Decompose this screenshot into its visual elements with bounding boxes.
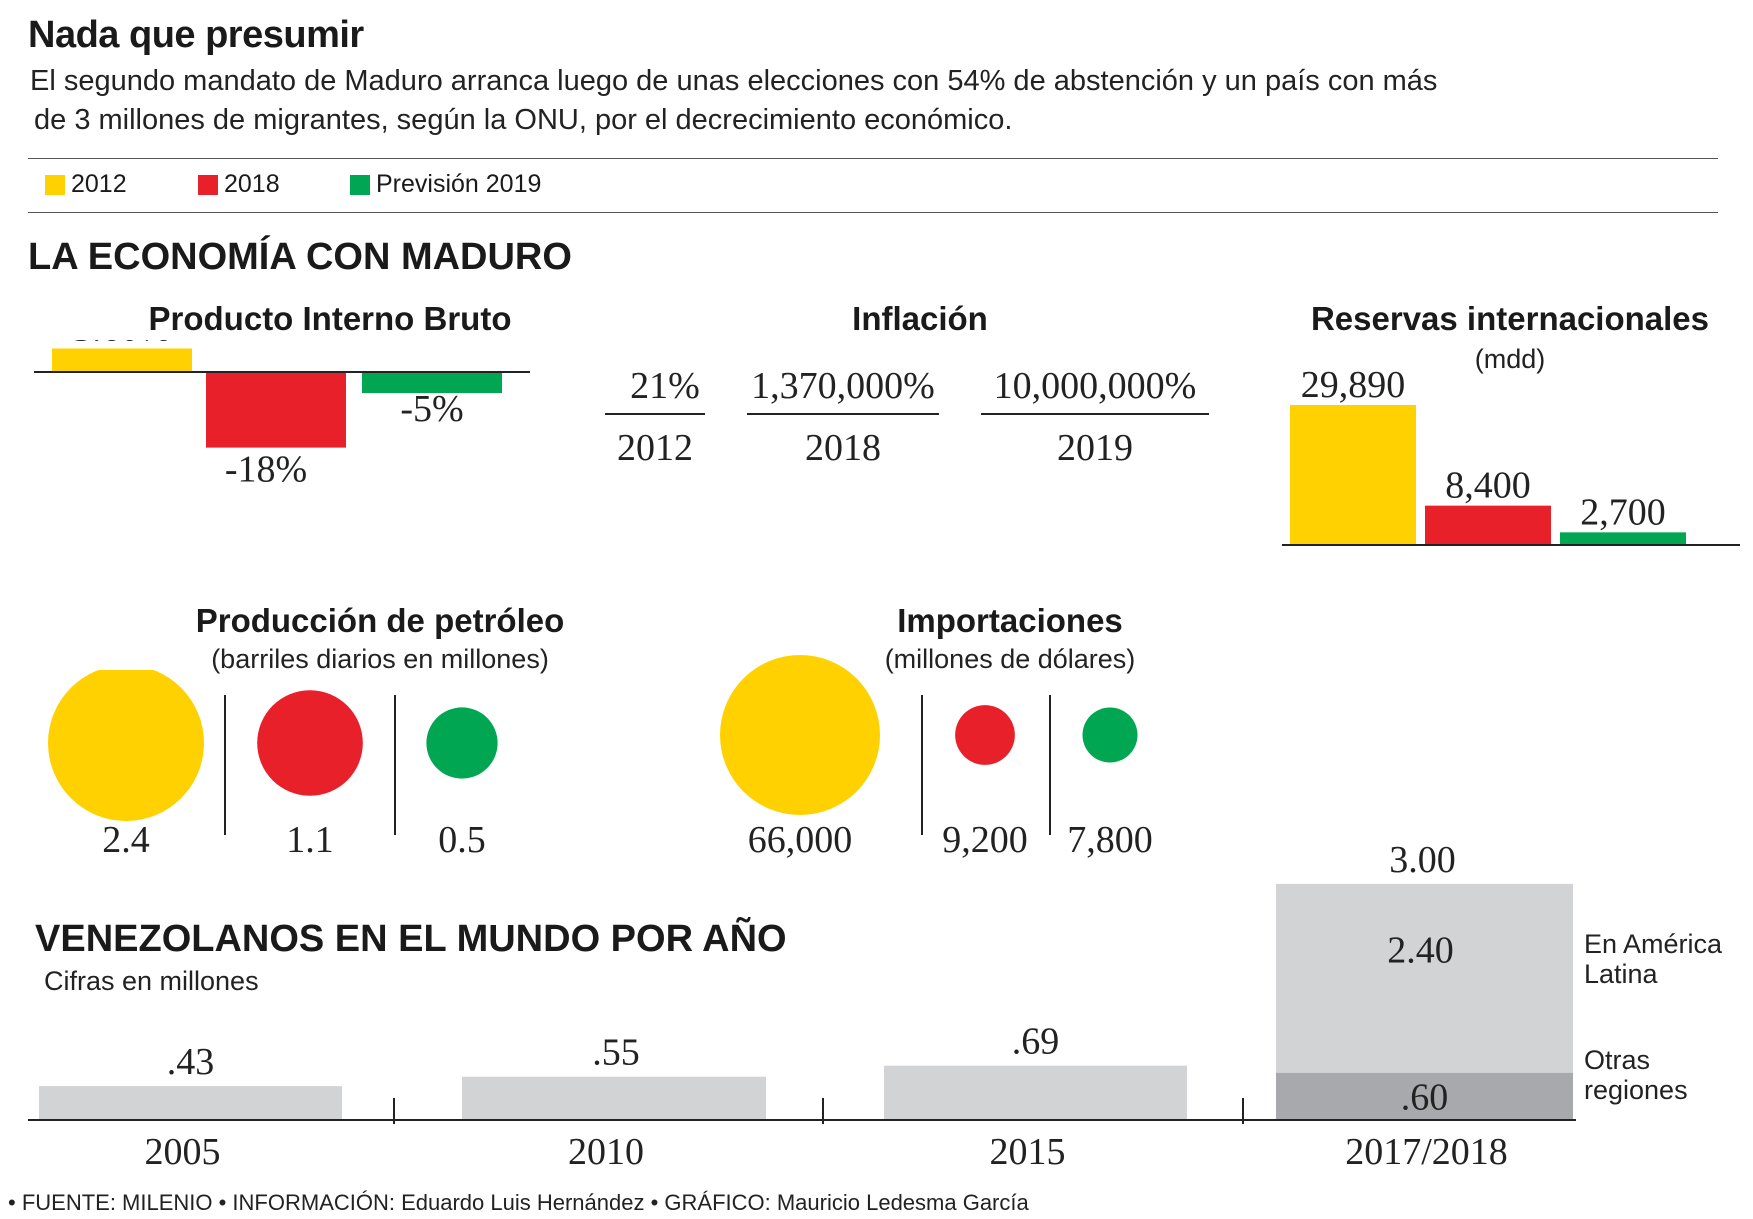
migrants-latam-value: 2.40	[1387, 929, 1454, 971]
oil-bubble-1	[257, 690, 363, 796]
migrants-series-other-label: Otras regiones	[1584, 1045, 1688, 1105]
imports-value-label-1: 9,200	[942, 819, 1028, 861]
oil-subtitle: (barriles diarios en millones)	[211, 644, 549, 674]
reserves-title: Reservas internacionales	[1310, 300, 1710, 337]
migrants-category-label-2: 2015	[990, 1131, 1066, 1165]
legend-item-2012: 2012	[45, 170, 127, 199]
legend-bottom-rule	[28, 212, 1718, 213]
oil-bubble-0	[48, 670, 204, 821]
oil-value-label-1: 1.1	[286, 819, 334, 861]
migrants-category-label-0: 2005	[145, 1131, 221, 1165]
pib-value-label-2: -5%	[400, 388, 463, 430]
pib-bar-0	[52, 348, 192, 372]
legend-swatch-2018	[198, 174, 218, 195]
pib-chart: 5.60% -18% -5%	[34, 340, 530, 491]
reserves-value-label-2: 2,700	[1580, 491, 1666, 533]
legend-item-2019: Previsión 2019	[350, 170, 541, 199]
pib-value-label-0: 5.60%	[73, 340, 171, 349]
inflation-year-2: 2019	[1057, 427, 1133, 469]
migrants-chart: .43 .55 .69 3.00 2.40 .60 En América Latina Otra…	[28, 839, 1723, 1165]
inflation-year-0: 2012	[617, 427, 693, 469]
inflation-table: 21% 2012 1,370,000% 2018 10,000,000% 2019	[605, 365, 1209, 469]
legend-top-rule	[28, 158, 1718, 159]
inflation-year-1: 2018	[805, 427, 881, 469]
imports-bubble-2	[1082, 707, 1138, 763]
migrants-bar-3-latam	[1276, 883, 1573, 1073]
imports-value-label-2: 7,800	[1067, 819, 1153, 861]
inflation-value-2: 10,000,000%	[994, 365, 1197, 407]
reserves-value-label-1: 8,400	[1445, 465, 1531, 507]
legend-label-2012: 2012	[71, 170, 127, 198]
inflation-title: Inflación	[852, 300, 988, 337]
oil-bubbles: 2.4 1.1 0.5	[48, 670, 498, 861]
imports-subtitle: (millones de dólares)	[884, 644, 1136, 674]
section-title-economy: LA ECONOMÍA CON MADURO	[28, 236, 572, 278]
migrants-category-label-3: 2017/2018	[1345, 1131, 1508, 1165]
footer-credits: • FUENTE: MILENIO • INFORMACIÓN: Eduardo…	[8, 1190, 1029, 1215]
page-subtitle: El segundo mandato de Maduro arranca lue…	[30, 62, 1590, 140]
migrants-value-label-3: 3.00	[1389, 839, 1456, 881]
migrants-other-value: .60	[1401, 1076, 1449, 1118]
legend-swatch-2012	[45, 174, 65, 195]
subtitle-line-2: de 3 millones de migrantes, según la ONU…	[34, 104, 1013, 136]
legend-label-2019: Previsión 2019	[376, 170, 542, 198]
imports-bubble-1	[955, 705, 1015, 765]
inflation-value-0: 21%	[630, 365, 700, 407]
migrants-value-label-2: .69	[1012, 1021, 1060, 1063]
legend-label-2018: 2018	[224, 170, 280, 198]
imports-value-label-0: 66,000	[748, 819, 853, 861]
reserves-value-label-0: 29,890	[1301, 364, 1406, 406]
pib-value-label-1: -18%	[225, 449, 307, 491]
migrants-series-latam-label: En América Latina	[1584, 929, 1723, 989]
inflation-value-1: 1,370,000%	[751, 365, 935, 407]
oil-title: Producción de petróleo	[195, 602, 565, 639]
imports-bubble-0	[720, 655, 880, 815]
pib-bar-1	[206, 372, 346, 448]
reserves-bar-0	[1290, 405, 1416, 545]
migrants-category-label-1: 2010	[568, 1131, 644, 1165]
oil-value-label-2: 0.5	[438, 819, 486, 861]
page-title: Nada que presumir	[28, 14, 364, 56]
migrants-bar-3-other	[1276, 1072, 1573, 1120]
imports-bubbles: 66,000 9,200 7,800	[720, 655, 1153, 861]
migrants-value-label-0: .43	[167, 1041, 215, 1083]
migrants-bar-1	[462, 1076, 766, 1120]
reserves-bar-2	[1560, 532, 1686, 545]
imports-title: Importaciones	[897, 602, 1123, 639]
migrants-bar-0	[39, 1086, 342, 1120]
pib-title: Producto Interno Bruto	[148, 300, 512, 337]
reserves-subtitle: (mdd)	[1474, 344, 1546, 374]
migrants-bar-2	[884, 1065, 1187, 1120]
migrants-value-label-1: .55	[592, 1032, 640, 1074]
migrants-title: VENEZOLANOS EN EL MUNDO POR AÑO	[35, 918, 787, 960]
oil-bubble-2	[426, 707, 498, 779]
legend-item-2018: 2018	[198, 170, 280, 199]
reserves-bar-1	[1425, 505, 1551, 545]
subtitle-line-1: El segundo mandato de Maduro arranca lue…	[30, 65, 1438, 97]
legend-swatch-2019	[350, 174, 370, 195]
reserves-chart: 29,890 8,400 2,700	[1282, 364, 1740, 546]
migrants-subtitle: Cifras en millones	[44, 966, 259, 996]
pib-bar-2	[362, 372, 502, 393]
oil-value-label-0: 2.4	[102, 819, 150, 861]
